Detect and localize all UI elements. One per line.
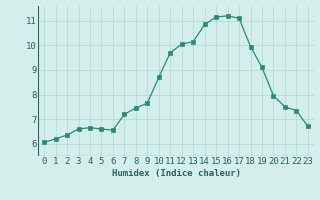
X-axis label: Humidex (Indice chaleur): Humidex (Indice chaleur) [111, 169, 241, 178]
